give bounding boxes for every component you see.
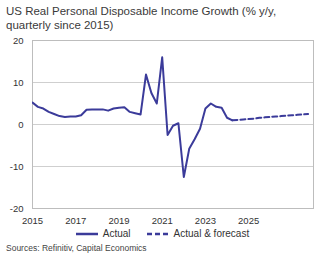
svg-text:20: 20 [13,35,24,46]
svg-text:2021: 2021 [152,215,173,226]
svg-text:2015: 2015 [22,215,43,226]
svg-text:-20: -20 [10,203,24,214]
svg-text:2023: 2023 [195,215,216,226]
svg-text:2019: 2019 [108,215,129,226]
html-text:Sources: Refinitiv, Capital Ec: Sources: Refinitiv, Capital Economics [6,243,147,253]
svg-text:10: 10 [13,77,24,88]
html-text:US Real Personal Disposable In: US Real Personal Disposable Income Growt… [6,5,277,31]
svg-text:2017: 2017 [65,215,86,226]
html-text:Actual & forecast: Actual & forecast [173,228,250,239]
html-text:Actual: Actual [102,228,131,239]
svg-text:2025: 2025 [238,215,259,226]
svg-text:0: 0 [18,119,23,130]
svg-text:-10: -10 [10,161,24,172]
